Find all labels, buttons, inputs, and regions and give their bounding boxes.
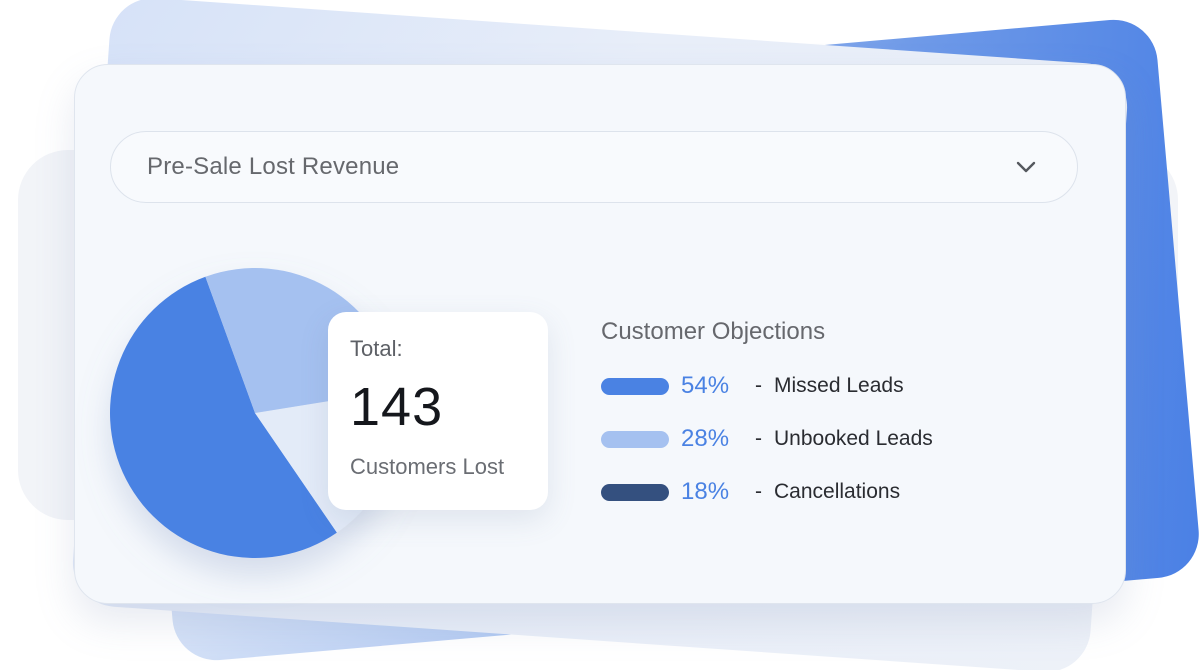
legend-separator: -: [755, 427, 762, 450]
legend-separator: -: [755, 480, 762, 503]
legend-label: Cancellations: [774, 480, 901, 503]
legend-swatch: [601, 377, 669, 395]
legend-percent: 54%: [681, 372, 730, 399]
legend-percent: 28%: [681, 425, 730, 452]
legend-swatch: [601, 483, 669, 501]
legend-title: Customer Objections: [601, 318, 826, 345]
pie-slice-missed-leads: [109, 276, 337, 558]
chevron-down-icon[interactable]: [1015, 156, 1037, 178]
revenue-type-dropdown[interactable]: Pre-Sale Lost Revenue: [110, 131, 1078, 203]
legend: Customer Objections 54% - Missed Leads 2…: [601, 318, 1041, 529]
legend-label: Missed Leads: [774, 374, 904, 397]
total-label: Total:: [350, 336, 403, 361]
legend-swatch: [601, 430, 669, 448]
legend-item-unbooked-leads: 28% - Unbooked Leads: [601, 423, 1041, 455]
legend-item-cancellations: 18% - Cancellations: [601, 476, 1041, 508]
dropdown-selected-value: Pre-Sale Lost Revenue: [147, 153, 400, 180]
total-caption: Customers Lost: [350, 454, 505, 479]
legend-label: Unbooked Leads: [774, 427, 933, 450]
legend-separator: -: [755, 374, 762, 397]
total-summary-card: Total: 143 Customers Lost: [328, 312, 548, 510]
legend-item-missed-leads: 54% - Missed Leads: [601, 370, 1041, 402]
total-value: 143: [350, 377, 444, 437]
legend-percent: 18%: [681, 478, 730, 505]
